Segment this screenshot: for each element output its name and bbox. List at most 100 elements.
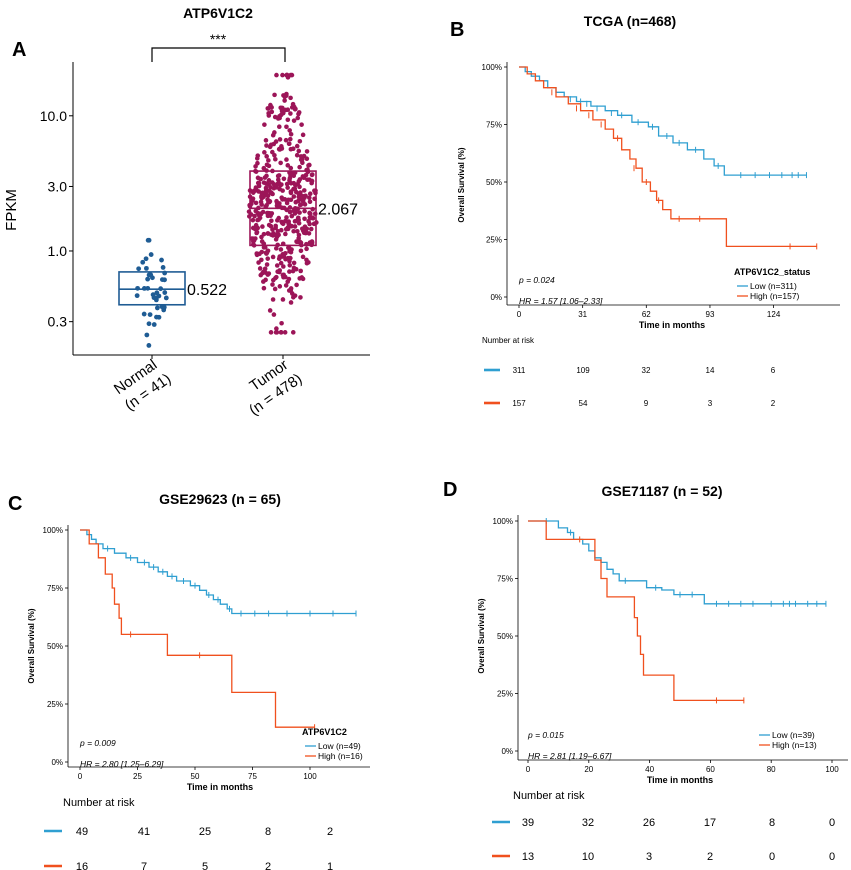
data-point-tumor (311, 221, 317, 227)
data-point-tumor (272, 286, 278, 292)
data-point-tumor (283, 256, 288, 262)
data-point-tumor (307, 191, 313, 197)
x-axis-label-c: Time in months (187, 782, 253, 792)
survival-curve-low (528, 520, 826, 605)
x-axis-label-b: Time in months (639, 320, 705, 330)
data-point-normal (136, 266, 142, 272)
data-point-tumor (275, 218, 280, 223)
data-point-tumor (295, 228, 300, 234)
data-point-tumor (274, 72, 279, 78)
y-tick-label-c: 75% (47, 584, 63, 593)
data-point-tumor (266, 178, 272, 183)
data-point-tumor (263, 191, 269, 196)
chart-title-c: GSE29623 (n = 65) (159, 491, 281, 507)
data-point-tumor (253, 222, 259, 228)
data-point-tumor (296, 220, 302, 226)
data-point-tumor (270, 227, 275, 232)
risk-count-high: 2 (707, 851, 713, 863)
data-point-tumor (293, 106, 298, 112)
data-point-tumor (298, 295, 303, 300)
survival-curve-high (528, 520, 744, 702)
data-point-tumor (288, 300, 294, 305)
data-point-tumor (296, 179, 302, 184)
risk-count-low: 8 (769, 817, 775, 829)
risk-count-high: 9 (644, 399, 649, 408)
risk-count-high: 10 (582, 851, 594, 863)
risk-count-low: 2 (327, 826, 333, 838)
y-axis-label-a: FPKM (3, 189, 20, 231)
data-point-tumor (284, 215, 289, 220)
median-label-tumor: 2.067 (318, 201, 358, 218)
data-point-tumor (269, 218, 274, 224)
data-point-tumor (284, 181, 290, 187)
data-point-tumor (297, 138, 303, 144)
data-point-tumor (257, 266, 263, 271)
y-tick-label-b: 75% (486, 121, 502, 130)
data-point-tumor (258, 176, 263, 182)
y-tick-label-c: 25% (47, 700, 63, 709)
data-point-tumor (292, 219, 298, 224)
data-point-tumor (299, 275, 305, 280)
data-point-tumor (298, 248, 304, 254)
risk-count-low: 8 (265, 826, 271, 838)
data-point-tumor (295, 115, 301, 121)
panel-d: D GSE71187 (n = 52)0%25%50%75%100%0 20 40 60… (443, 479, 848, 863)
risk-count-low: 311 (513, 366, 526, 375)
chart-title-d: GSE71187 (n = 52) (601, 483, 722, 499)
data-point-tumor (287, 175, 293, 181)
risk-count-low: 6 (771, 366, 776, 375)
data-point-tumor (291, 194, 297, 199)
pvalue-d: p = 0.015 (527, 730, 564, 740)
data-point-tumor (290, 101, 296, 107)
data-point-tumor (284, 72, 290, 78)
data-point-tumor (266, 158, 271, 163)
data-point-tumor (273, 232, 278, 238)
risk-table-title-c: Number at risk (63, 797, 135, 809)
data-point-tumor (264, 154, 269, 159)
legend-label-low: Low (n=49) (318, 741, 361, 751)
data-point-tumor (279, 144, 284, 149)
data-point-tumor (305, 177, 310, 182)
x-tick-label-d: 0 (526, 765, 531, 774)
data-point-tumor (290, 268, 296, 274)
data-point-tumor (260, 224, 265, 229)
data-point-tumor (291, 118, 297, 123)
risk-count-high: 157 (512, 399, 526, 408)
data-point-tumor (288, 180, 294, 186)
data-point-normal (156, 314, 162, 320)
data-point-tumor (294, 239, 299, 244)
data-point-tumor (261, 180, 267, 185)
data-point-tumor (274, 326, 279, 331)
y-tick-label-a: 0.3 (48, 314, 68, 330)
data-point-tumor (302, 216, 307, 222)
legend-label-low: Low (n=311) (750, 281, 797, 291)
data-point-tumor (253, 208, 259, 214)
x-tick-label-b: 31 (578, 310, 587, 319)
data-point-tumor (297, 202, 303, 208)
data-point-tumor (291, 208, 296, 214)
data-point-tumor (285, 107, 291, 112)
data-point-tumor (268, 142, 274, 148)
data-point-tumor (296, 235, 301, 241)
x-tick-label-d: 20 (584, 765, 593, 774)
data-point-tumor (285, 279, 291, 284)
data-point-tumor (291, 260, 297, 266)
data-point-tumor (293, 199, 299, 205)
risk-count-high: 16 (76, 861, 88, 870)
data-point-tumor (286, 245, 292, 251)
data-point-tumor (258, 272, 264, 278)
data-point-tumor (263, 138, 269, 143)
data-point-tumor (259, 193, 264, 199)
risk-count-high: 5 (202, 861, 208, 870)
data-point-tumor (252, 188, 257, 193)
data-point-normal (162, 290, 168, 295)
data-point-tumor (268, 102, 273, 108)
y-tick-label-a: 10.0 (40, 108, 67, 124)
pvalue-b: p = 0.024 (518, 275, 555, 285)
legend-label-high: High (n=16) (318, 751, 363, 761)
data-point-tumor (302, 202, 308, 207)
data-point-tumor (275, 116, 281, 121)
data-point-tumor (278, 260, 284, 266)
median-label-normal: 0.522 (187, 282, 227, 299)
data-point-tumor (297, 210, 302, 215)
